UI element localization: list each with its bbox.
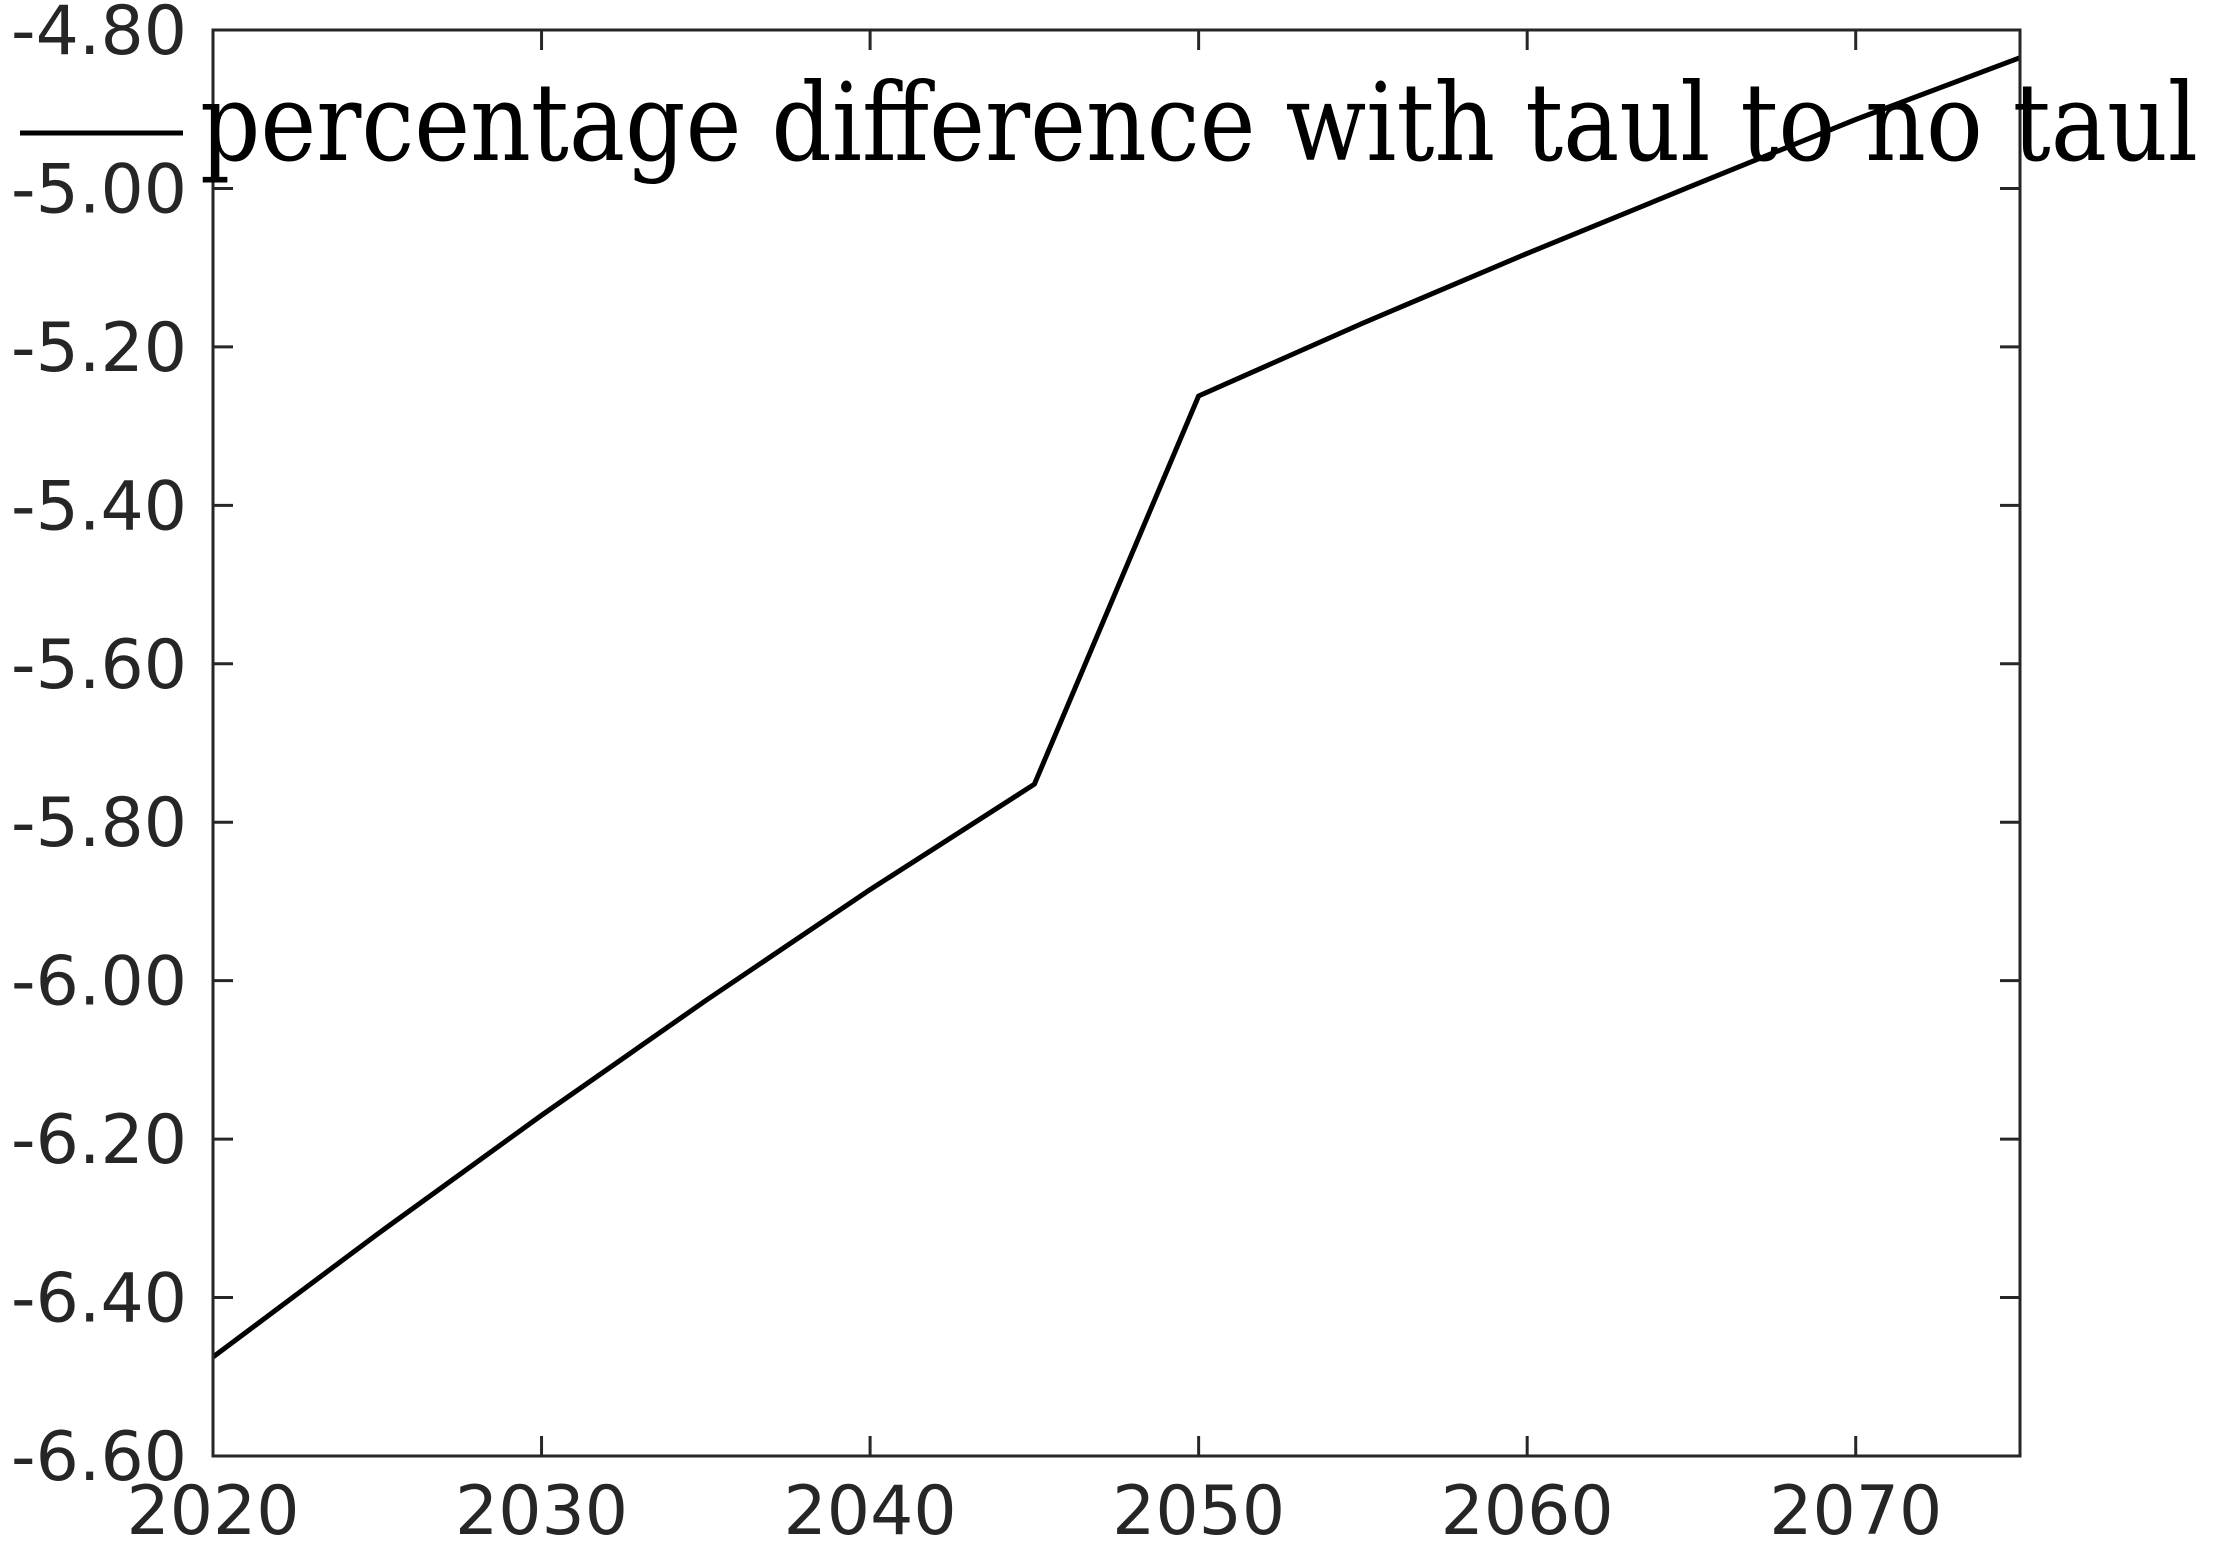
x-tick-label: 2050 (1112, 1472, 1285, 1551)
y-tick-label: -6.60 (11, 1418, 187, 1497)
legend-label: percentage difference with taul to no ta… (200, 61, 2198, 186)
x-axis-ticks: 2020 2030 2040 2050 2060 2070 (126, 30, 1942, 1551)
y-axis-ticks: -4.80 -5.00 -5.20 -5.40 -5.60 -5.80 -6.00 -6.20… (11, 0, 2020, 1497)
y-tick-label: -6.40 (11, 1260, 187, 1339)
y-tick-label: -5.60 (11, 626, 187, 705)
x-tick-label: 2070 (1769, 1472, 1942, 1551)
y-tick-label: -6.00 (11, 943, 187, 1022)
x-tick-label: 2060 (1441, 1472, 1614, 1551)
legend: percentage difference with taul to no ta… (20, 61, 2198, 186)
series-layer (211, 55, 2021, 1360)
plot-area-frame (211, 28, 2022, 1458)
x-tick-label: 2030 (455, 1472, 628, 1551)
series-line (211, 55, 2021, 1360)
y-tick-label: -5.40 (11, 467, 187, 546)
y-tick-label: -5.20 (11, 309, 187, 388)
y-tick-label: -5.80 (11, 784, 187, 863)
y-tick-label: -5.00 (11, 150, 187, 229)
y-tick-label: -4.80 (11, 0, 187, 71)
y-tick-label: -6.20 (11, 1101, 187, 1180)
x-tick-label: 2040 (784, 1472, 957, 1551)
x-tick-label: 2020 (126, 1472, 299, 1551)
